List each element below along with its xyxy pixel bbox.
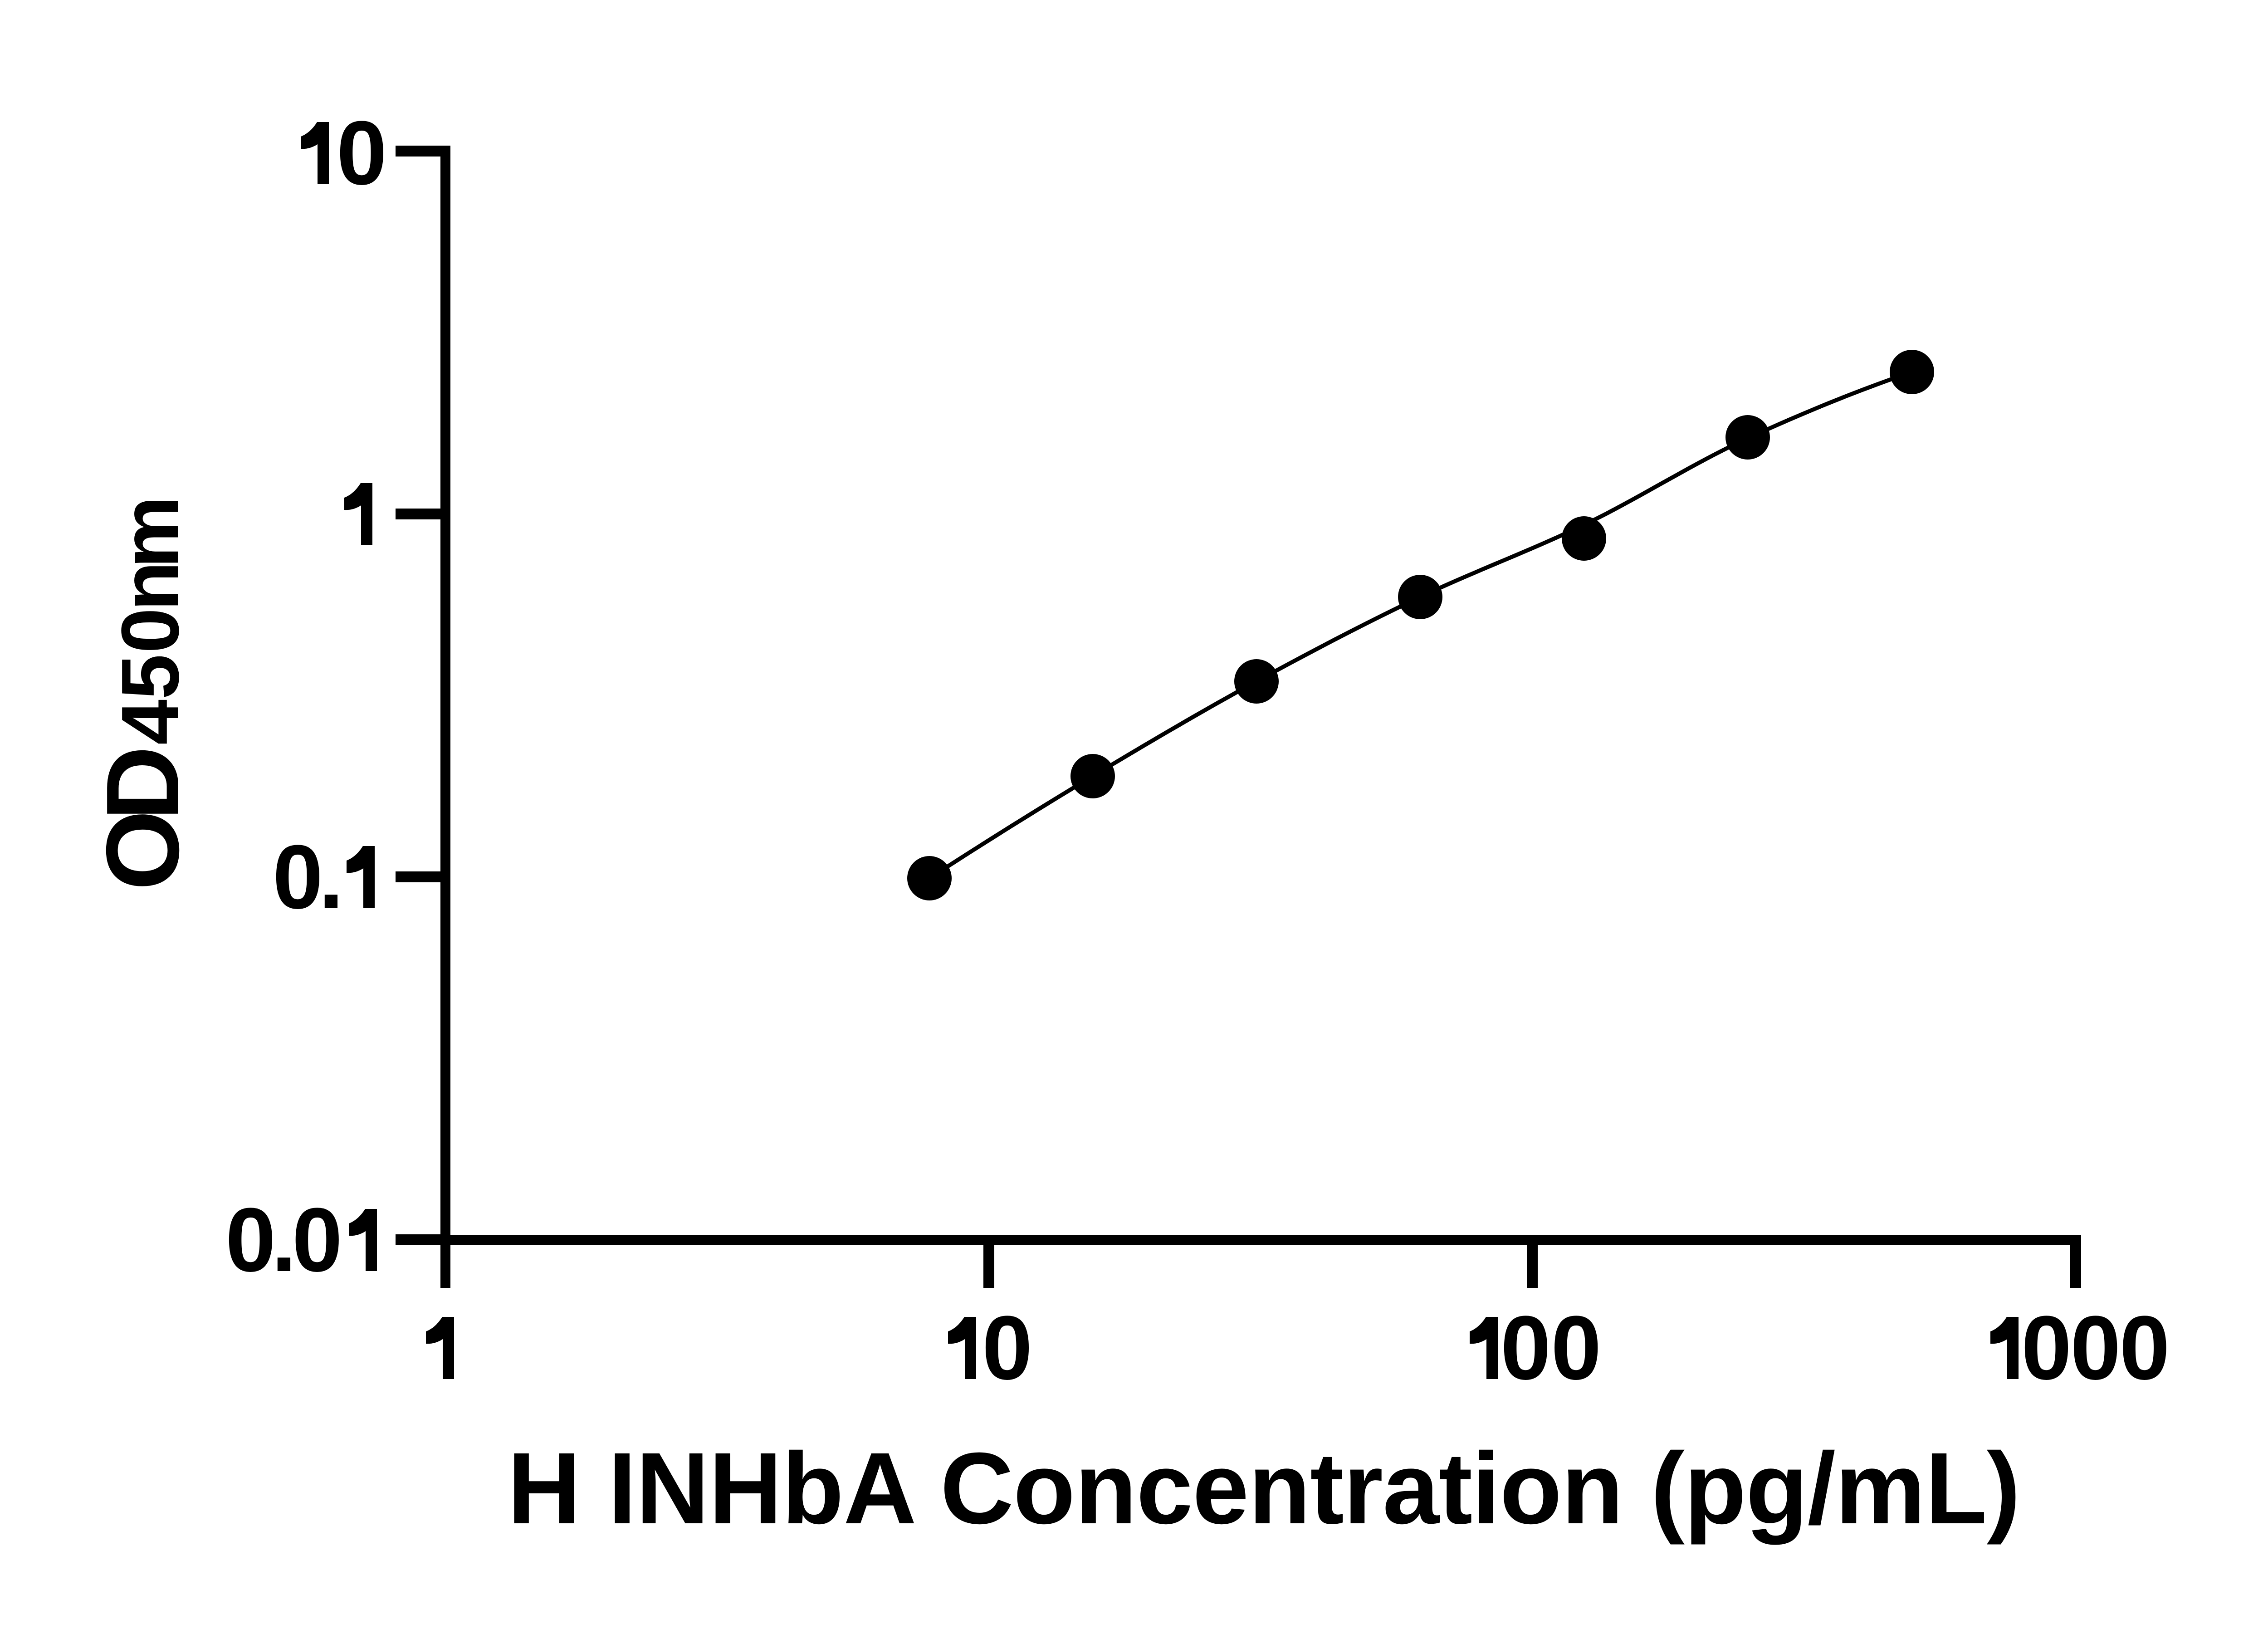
svg-text:H INHbA Concentration (pg/mL): H INHbA Concentration (pg/mL) bbox=[508, 1432, 2020, 1545]
svg-text:D: D bbox=[85, 746, 200, 821]
svg-text:000: 000 bbox=[2021, 1297, 2169, 1399]
svg-text:m: m bbox=[105, 496, 196, 568]
svg-text:0: 0 bbox=[982, 1297, 1032, 1399]
svg-text:0: 0 bbox=[105, 608, 196, 653]
svg-text:O: O bbox=[85, 810, 200, 890]
svg-text:00: 00 bbox=[1501, 1297, 1601, 1399]
svg-text:n: n bbox=[105, 561, 196, 611]
svg-text:0.0: 0.0 bbox=[225, 1189, 339, 1291]
svg-text:0: 0 bbox=[337, 103, 387, 204]
svg-text:4: 4 bbox=[105, 700, 196, 745]
svg-text:0.: 0. bbox=[273, 827, 339, 928]
svg-text:5: 5 bbox=[105, 654, 196, 700]
